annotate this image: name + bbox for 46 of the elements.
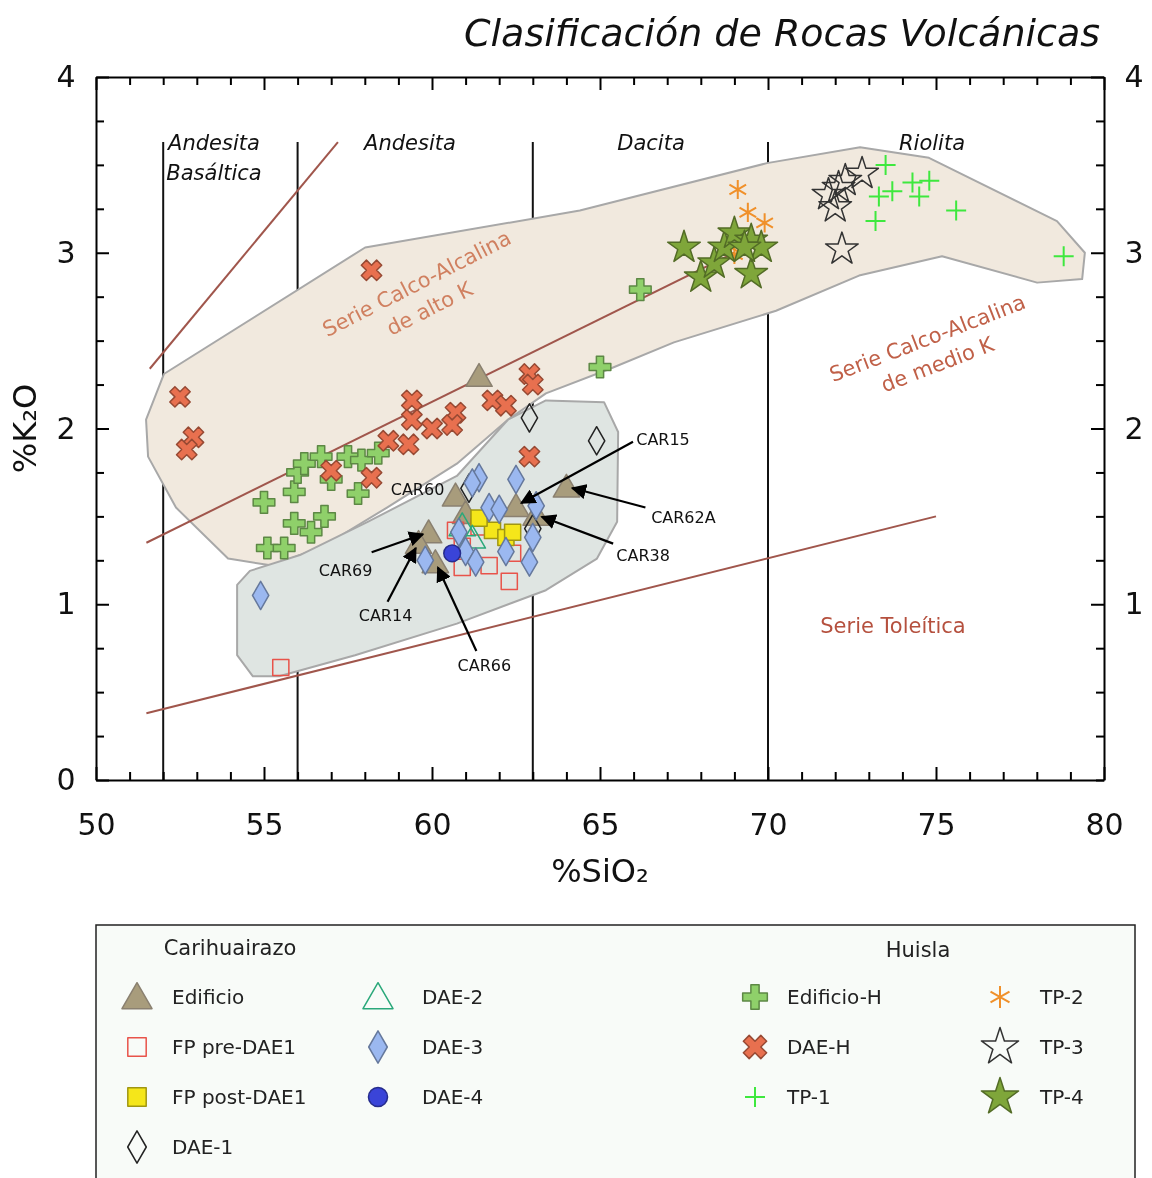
legend-label: FP pre-DAE1 [172,1035,297,1060]
legend-label: DAE-4 [422,1085,484,1110]
x-tick-label: 50 [77,807,116,843]
annotation: Riolita [898,131,966,155]
y2-tick-label: 1 [1124,586,1144,622]
y-tick-label: 1 [56,586,76,622]
legend-label: TP-2 [1039,985,1084,1010]
legend-label: TP-3 [1039,1035,1084,1060]
annotation: CAR66 [457,655,512,675]
y2-tick-label: 3 [1124,234,1144,270]
annotation: CAR62A [651,508,716,528]
y-axis-title: %K₂O [6,383,44,474]
legend-label: Edificio [172,985,245,1010]
chart-title: Clasificación de Rocas Volcánicas [464,11,1100,55]
x-tick-label: 70 [749,807,788,843]
y-tick-label: 4 [56,59,76,95]
x-axis-title: %SiO₂ [551,852,649,890]
annotation: Andesita Basáltica [166,131,262,185]
x-tick-label: 60 [413,807,452,843]
annotation: CAR14 [358,606,413,626]
legend-label: TP-1 [786,1085,831,1110]
y-tick-label: 0 [56,762,76,798]
legend-label: DAE-3 [422,1035,484,1060]
x-tick-label: 55 [245,807,284,843]
legend-label: DAE-2 [422,985,484,1010]
annotation: CAR60 [390,479,445,499]
text: Huisla [885,938,951,962]
legend-label: FP post-DAE1 [172,1085,307,1110]
x-tick-label: 65 [581,807,620,843]
y2-tick-label: 4 [1124,59,1144,95]
legend-label: DAE-1 [172,1135,234,1160]
y-tick-label: 3 [56,234,76,270]
annotation: Andesita [362,131,456,155]
annotation: CAR69 [318,560,373,580]
annotation: Dacita [617,131,685,155]
annotation: CAR15 [636,430,690,450]
x-tick-label: 75 [917,807,956,843]
legend-label: TP-4 [1039,1085,1084,1110]
x-tick-label: 80 [1085,807,1124,843]
y-tick-label: 2 [56,410,76,446]
text: Carihuairazo [163,936,297,960]
legend-label: DAE-H [787,1035,851,1060]
annotation: Serie Toleítica [820,614,966,638]
annotation: CAR38 [616,546,670,566]
y2-tick-label: 2 [1124,410,1144,446]
legend-label: Edificio-H [787,985,882,1010]
